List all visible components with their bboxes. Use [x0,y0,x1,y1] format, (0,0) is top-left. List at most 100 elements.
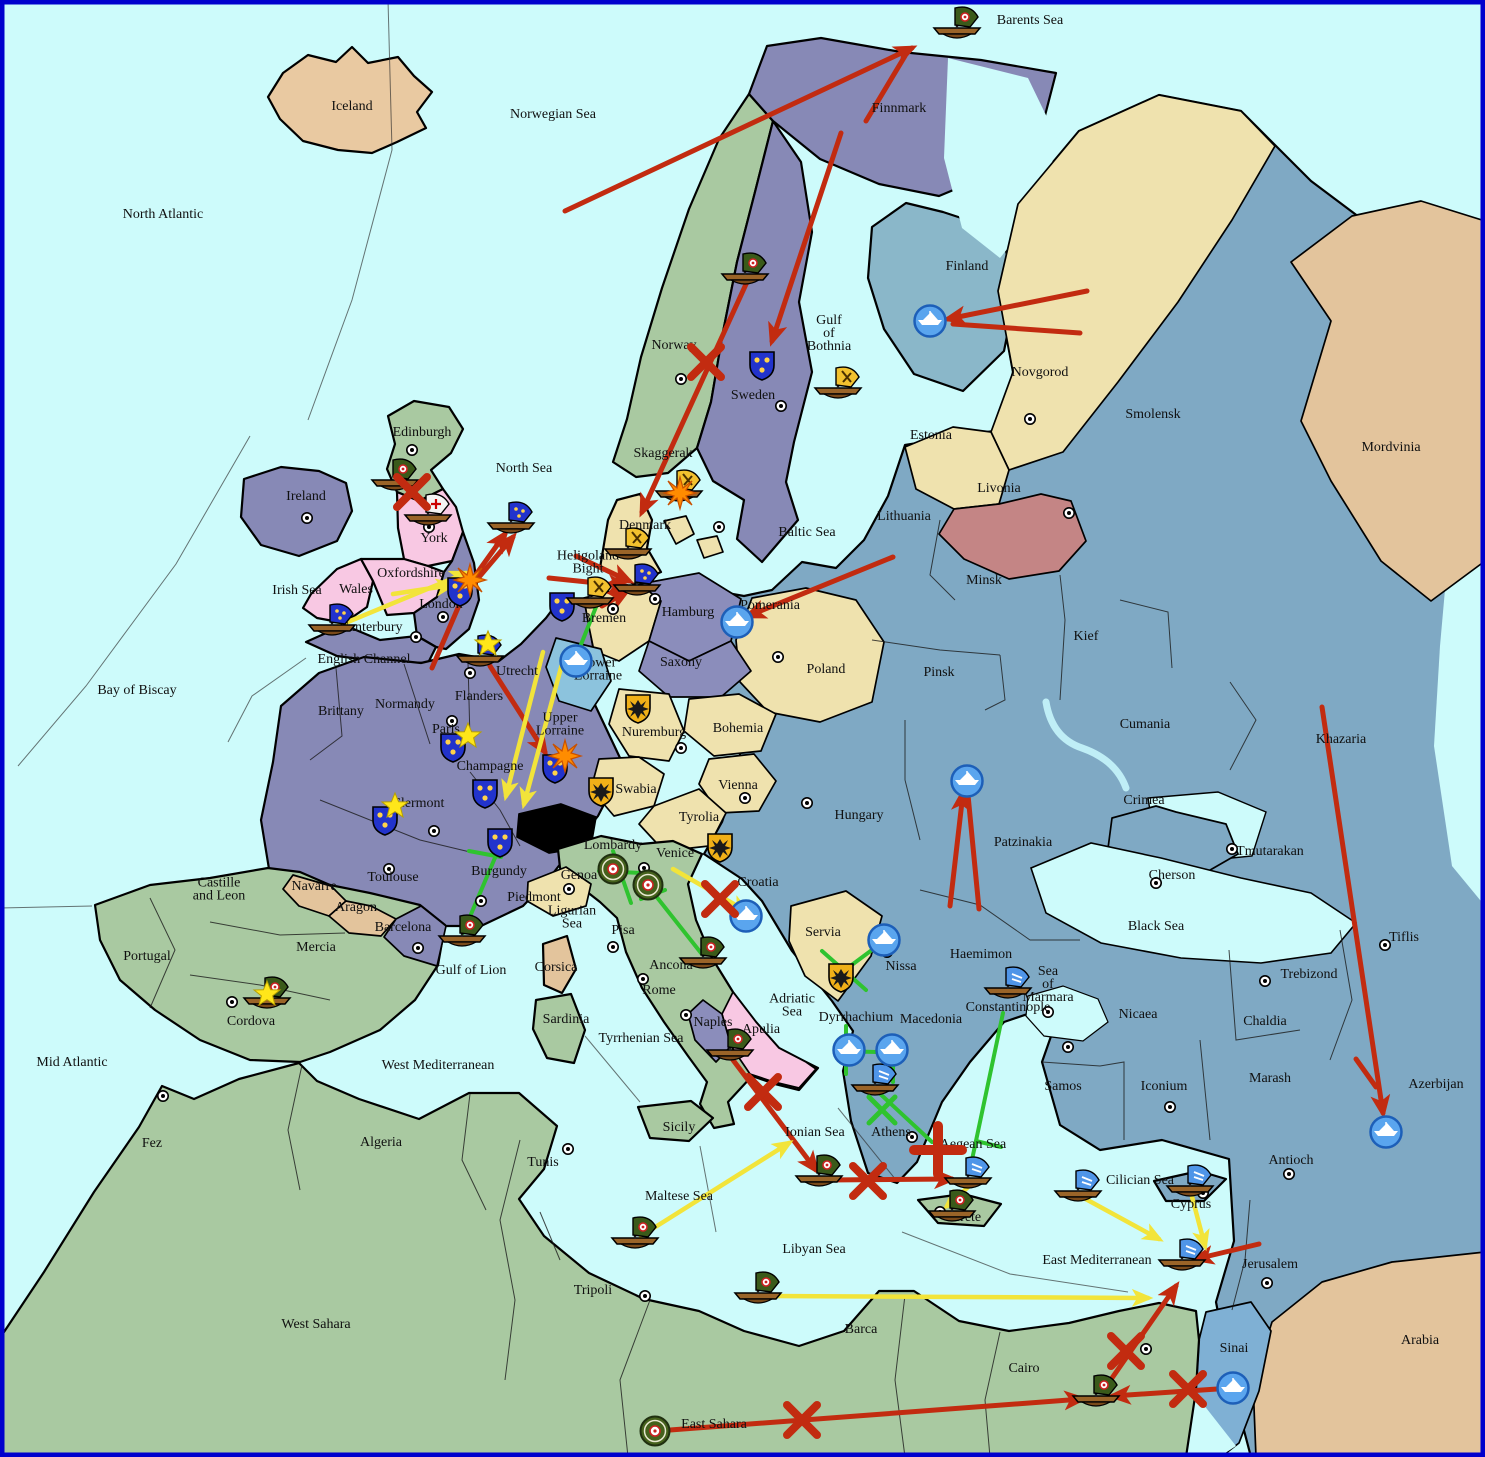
yellow-move-arrow [390,578,458,597]
red-move-arrow [768,130,844,347]
province-aragon[interactable] [328,900,397,937]
province-wales[interactable] [301,557,375,625]
byz-fleet-unit[interactable] [943,1156,993,1189]
red-move-arrow [1319,704,1391,1119]
grn-fleet-unit[interactable] [927,1189,977,1222]
hre-army-unit[interactable] [588,777,614,807]
byz-fleet-unit[interactable] [1165,1164,1215,1197]
region-label: Pomerania [740,598,801,613]
grn-fleet-unit[interactable] [720,252,770,285]
province-ireland[interactable] [239,465,354,558]
blue-fleet-unit[interactable] [729,899,763,933]
grn-fleet-unit[interactable] [610,1216,660,1249]
region-label: Trebizond [1280,967,1337,982]
fr-fleet-unit[interactable] [307,603,357,636]
province-mordvinia[interactable] [1290,200,1485,602]
region-label: Tiflis [1389,930,1419,945]
region-label: Sardinia [543,1012,590,1027]
blue-fleet-unit[interactable] [867,923,901,957]
grn-fleet-unit[interactable] [678,936,728,969]
yellow-move-arrow [1079,1194,1164,1242]
region-label: Maltese Sea [645,1189,714,1204]
it-army-unit[interactable] [632,869,664,901]
region-label: Samos [1044,1079,1081,1094]
fr-fleet-unit[interactable] [612,563,662,596]
hre-army-unit[interactable] [828,963,854,993]
grn-fleet-unit[interactable] [794,1154,844,1187]
grn-fleet-unit[interactable] [242,976,292,1009]
yellow-move-arrow [1188,1190,1210,1252]
region-label: Servia [805,925,842,940]
province-africa[interactable] [0,1061,1201,1457]
region-label: Norway [651,338,696,353]
province-piedmont[interactable] [526,866,592,917]
region-label: Patzinakia [994,835,1053,850]
grn-fleet-unit[interactable] [932,6,982,39]
grn-fleet-unit[interactable] [733,1271,783,1304]
region-label: Mordvinia [1361,440,1421,455]
fr-army-unit[interactable] [440,733,466,763]
region-label: Edinburgh [393,425,452,440]
it-army-unit[interactable] [639,1415,671,1447]
region-label: Azerbijan [1408,1077,1463,1092]
fr-army-unit[interactable] [487,828,513,858]
dk-fleet-unit[interactable] [603,527,653,560]
fr-army-unit[interactable] [472,779,498,809]
blue-fleet-unit[interactable] [720,605,754,639]
town-dot [1261,1277,1274,1290]
fr-fleet-unit[interactable] [486,501,536,534]
province-vienna[interactable] [698,753,777,814]
blue-fleet-unit[interactable] [1216,1371,1250,1405]
red-move-arrow [742,554,896,619]
province-barcelona[interactable] [383,905,447,967]
blue-fleet-unit[interactable] [875,1033,909,1067]
blue-fleet-unit[interactable] [832,1033,866,1067]
region-label: York [420,531,447,546]
hre-army-unit[interactable] [625,694,651,724]
region-label: Mid Atlantic [36,1055,107,1070]
province-corsica[interactable] [541,934,578,995]
grn-fleet-unit[interactable] [437,914,487,947]
grn-fleet-unit[interactable] [705,1028,755,1061]
region-label: Tyrrhenian Sea [599,1031,685,1046]
dk-fleet-unit[interactable] [813,366,863,399]
town-dot [638,1290,651,1303]
region-label: Sinai [1220,1341,1249,1356]
region-label: Burgundy [471,864,527,879]
star-marker [380,791,410,819]
fr-army-unit[interactable] [749,351,775,381]
town-dot [405,443,418,456]
province-estonia[interactable] [904,426,1010,510]
region-label: Heligoland Bight [557,549,619,577]
blue-fleet-unit[interactable] [950,764,984,798]
grn-fleet-unit[interactable] [1071,1374,1121,1407]
town-dot [674,372,687,385]
region-label: Baltic Sea [778,525,836,540]
province-denmark-isles[interactable] [663,515,724,559]
byz-fleet-unit[interactable] [1053,1169,1103,1202]
red-move-arrow [950,321,1083,336]
dk-fleet-unit[interactable] [565,576,615,609]
red-move-arrow [942,288,1090,326]
byz-fleet-unit[interactable] [983,966,1033,999]
blue-fleet-unit[interactable] [559,644,593,678]
province-saxony[interactable] [638,640,752,698]
fr-army-unit[interactable] [549,592,575,622]
blue-fleet-unit[interactable] [913,304,947,338]
blue-fleet-unit[interactable] [1369,1115,1403,1149]
province-livonia[interactable] [938,493,1087,580]
region-label: Kief [1074,629,1099,644]
region-label: Sweden [731,388,775,403]
hre-army-unit[interactable] [707,833,733,863]
region-label: Skaggerak [633,446,692,461]
region-label: Cilician Sea [1106,1173,1175,1188]
province-sicily[interactable] [636,1099,715,1143]
province-sardinia[interactable] [531,992,587,1065]
byz-fleet-unit[interactable] [850,1063,900,1096]
region-label: Corsica [535,960,579,975]
it-army-unit[interactable] [597,853,629,885]
province-finland[interactable] [866,201,1018,393]
byz-fleet-unit[interactable] [1157,1238,1207,1271]
black-sea-body [1030,842,1358,964]
red-move-arrow [562,45,918,214]
